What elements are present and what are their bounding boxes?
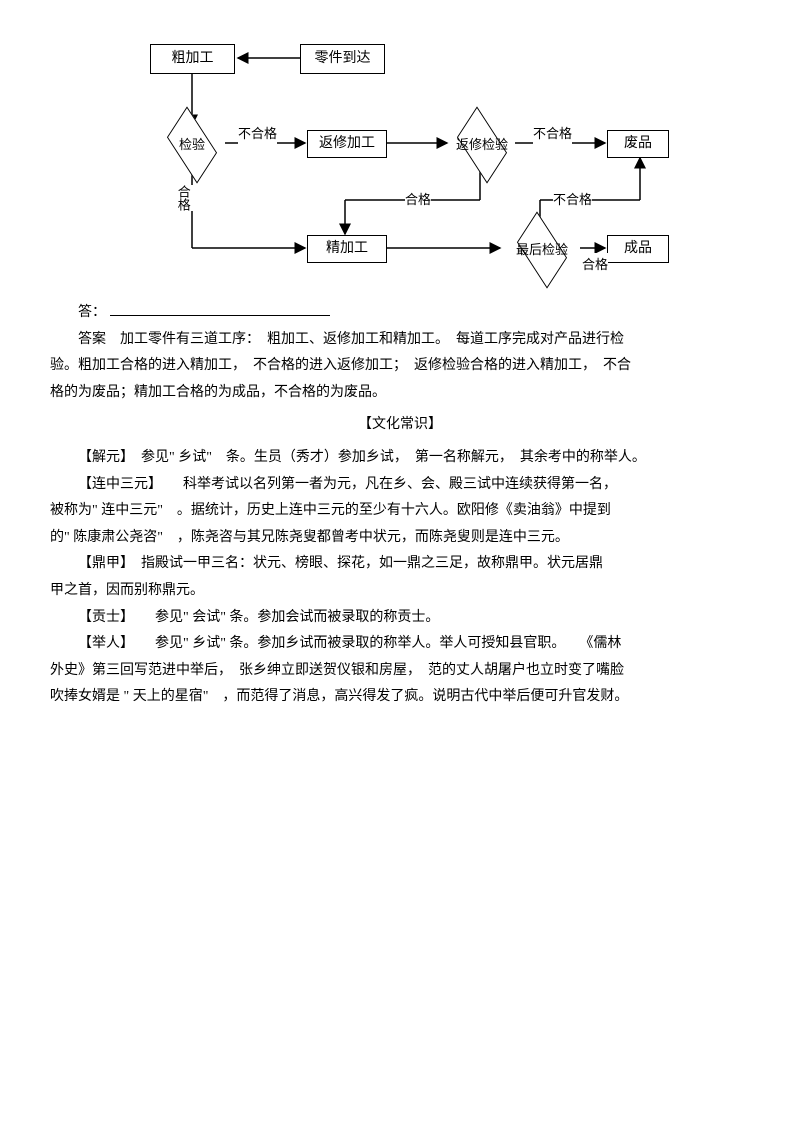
- term-lianzhong-1: 【连中三元】 科举考试以名列第一者为元，凡在乡、会、殿三试中连续获得第一名，: [50, 472, 750, 499]
- term-lianzhong-2: 被称为" 连中三元" 。据统计，历史上连中三元的至少有十六人。欧阳修《卖油翁》中…: [50, 498, 750, 525]
- node-arrive: 零件到达: [300, 44, 385, 74]
- term-lianzhong-3: 的" 陈康肃公尧咨" ，陈尧咨与其兄陈尧叟都曾考中状元，而陈尧叟则是连中三元。: [50, 525, 750, 552]
- label-pass-2: 合格: [405, 188, 431, 213]
- term-gongshi: 【贡士】 参见" 会试" 条。参加会试而被录取的称贡士。: [50, 605, 750, 632]
- node-inspect: 检验: [157, 123, 227, 167]
- node-final: 最后检验: [502, 228, 582, 272]
- term-juren-2: 外史》第三回写范进中举后， 张乡绅立即送贺仪银和房屋， 范的丈人胡屠户也立时变了…: [50, 658, 750, 685]
- flowchart: 粗加工 零件到达 检验 返修加工 返修检验 废品 精加工 最后检验 成品 不合格…: [130, 30, 690, 290]
- node-reinspect: 返修检验: [445, 123, 519, 167]
- term-dingjia-2: 甲之首，因而别称鼎元。: [50, 578, 750, 605]
- answer-text-2: 验。粗加工合格的进入精加工， 不合格的进入返修加工； 返修检验合格的进入精加工，…: [50, 353, 750, 380]
- node-rework: 返修加工: [307, 130, 387, 158]
- label-fail-2: 不合格: [533, 122, 572, 147]
- label-fail-3: 不合格: [553, 188, 592, 213]
- answer-text-3: 格的为废品；精加工合格的为成品，不合格的为废品。: [50, 380, 750, 407]
- node-reinspect-label: 返修检验: [456, 133, 508, 158]
- node-final-label: 最后检验: [516, 238, 568, 263]
- answer-prefix: 答：: [78, 305, 106, 320]
- label-fail-1: 不合格: [238, 122, 277, 147]
- node-product: 成品: [607, 235, 669, 263]
- node-inspect-label: 检验: [179, 133, 205, 158]
- node-fine: 精加工: [307, 235, 387, 263]
- label-pass-1: 合格: [170, 185, 195, 211]
- node-scrap: 废品: [607, 130, 669, 158]
- label-pass-3: 合格: [582, 253, 608, 278]
- node-rough: 粗加工: [150, 44, 235, 74]
- term-juren-3: 吹捧女婿是 " 天上的星宿" ，而范得了消息，高兴得发了疯。说明古代中举后便可升…: [50, 684, 750, 711]
- answer-underline: [110, 302, 330, 316]
- answer-blank-line: 答：: [50, 300, 750, 327]
- culture-title: 【文化常识】: [50, 412, 750, 439]
- answer-paragraph: 答案 加工零件有三道工序： 粗加工、返修加工和精加工。 每道工序完成对产品进行检: [50, 327, 750, 354]
- term-jieyuan: 【解元】 参见" 乡试" 条。生员（秀才）参加乡试， 第一名称解元， 其余考中的…: [50, 445, 750, 472]
- answer-label: 答案: [78, 332, 106, 347]
- term-dingjia-1: 【鼎甲】 指殿试一甲三名：状元、榜眼、探花，如一鼎之三足，故称鼎甲。状元居鼎: [50, 551, 750, 578]
- term-juren-1: 【举人】 参见" 乡试" 条。参加乡试而被录取的称举人。举人可授知县官职。 《儒…: [50, 631, 750, 658]
- answer-text-1: 加工零件有三道工序： 粗加工、返修加工和精加工。 每道工序完成对产品进行检: [120, 332, 624, 347]
